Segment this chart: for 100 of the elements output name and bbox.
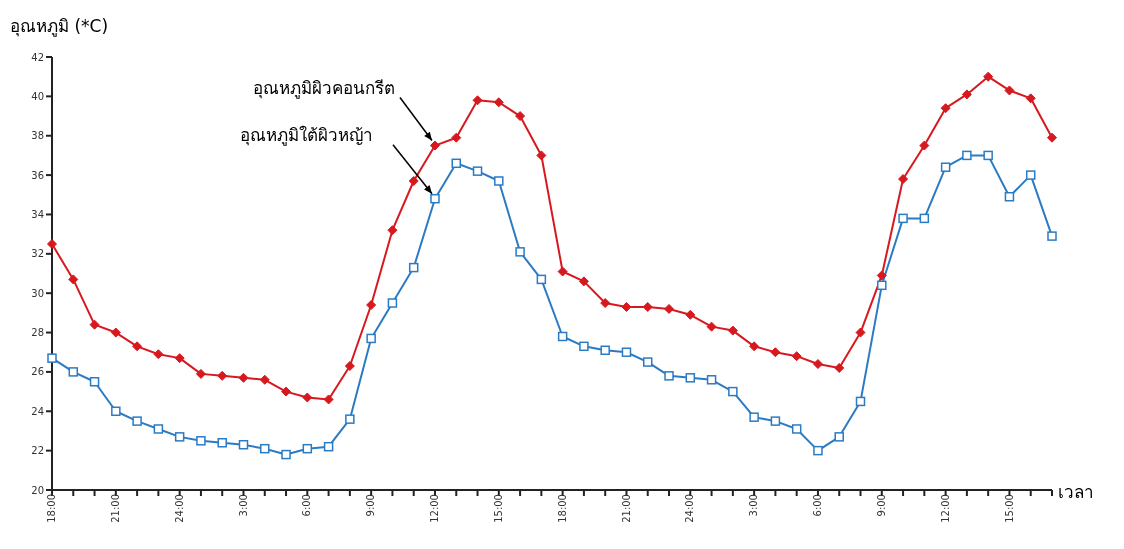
point [366, 333, 376, 344]
point [812, 359, 823, 370]
text: อุณหภูมิใต้ผิวหญ้า [239, 124, 373, 146]
x-tick-label: 9:00 [875, 494, 887, 517]
point [302, 443, 313, 454]
point [706, 375, 717, 385]
x-tick-label: 15:00 [1003, 494, 1015, 523]
point [855, 327, 866, 338]
point [961, 89, 972, 100]
text: อุณหภูมิผิวคอนกรีต [252, 77, 395, 99]
point [238, 372, 249, 383]
x-tick-label: 18:00 [46, 494, 58, 523]
point [919, 213, 930, 224]
point [47, 238, 57, 249]
point [494, 176, 504, 186]
x-tick-label: 12:00 [429, 494, 441, 523]
point [451, 158, 462, 169]
point [68, 274, 79, 285]
point [1025, 93, 1036, 104]
point [813, 445, 823, 456]
point [834, 432, 844, 442]
point [600, 345, 610, 356]
point [791, 351, 802, 362]
y-tick-label: 24 [31, 405, 44, 417]
point [728, 386, 738, 397]
y-axis-title: อุณหภูมิ (*C) [10, 15, 109, 39]
point [621, 347, 632, 357]
x-tick-label: 21:00 [109, 494, 121, 523]
point [408, 262, 419, 273]
point [132, 416, 142, 426]
point [366, 299, 377, 310]
y-tick-label: 32 [31, 248, 44, 260]
point [196, 436, 206, 446]
point [302, 392, 313, 403]
y-tick-label: 28 [31, 327, 44, 339]
point [770, 416, 781, 426]
y-tick-label: 38 [31, 130, 44, 142]
point [983, 71, 994, 82]
point [472, 95, 483, 106]
point [89, 319, 100, 330]
point [345, 414, 355, 424]
point [1047, 231, 1057, 241]
point [579, 341, 589, 352]
point [1047, 132, 1057, 143]
point [238, 439, 249, 450]
x-tick-label: 3:00 [748, 494, 760, 517]
point [281, 386, 292, 397]
point [557, 331, 568, 342]
point [515, 111, 526, 122]
point [217, 370, 228, 381]
point [174, 353, 185, 364]
point [685, 309, 696, 320]
x-tick-label: 21:00 [620, 494, 632, 523]
point [195, 368, 206, 379]
x-tick-label: 18:00 [556, 494, 568, 523]
point [940, 162, 951, 172]
y-tick-label: 34 [31, 209, 44, 220]
point [983, 150, 993, 161]
point [940, 103, 951, 114]
point [749, 412, 759, 422]
point [855, 396, 866, 407]
point [408, 176, 419, 186]
point [132, 341, 143, 352]
point [962, 150, 972, 161]
point [515, 247, 525, 257]
point [1004, 191, 1015, 202]
y-tick-label: 30 [31, 287, 44, 299]
point [472, 166, 483, 176]
point [47, 353, 57, 363]
point [770, 347, 781, 358]
point [536, 274, 547, 285]
x-tick-label: 9:00 [365, 494, 377, 517]
y-tick-label: 26 [31, 366, 44, 378]
point [898, 213, 908, 224]
point [451, 132, 462, 143]
point [344, 361, 355, 371]
point [387, 298, 398, 308]
y-tick-label: 36 [31, 169, 44, 181]
point [281, 449, 291, 460]
point [643, 357, 653, 367]
point [493, 97, 504, 108]
point [685, 373, 696, 383]
point [898, 174, 909, 185]
point [600, 298, 611, 309]
point [557, 266, 568, 277]
point [111, 406, 121, 417]
point [110, 327, 121, 338]
point [174, 432, 185, 442]
y-tick-label: 42 [31, 51, 44, 63]
x-axis-title: เวลา [1058, 481, 1094, 504]
point [68, 367, 79, 377]
point [153, 424, 164, 434]
x-tick-label: 15:00 [492, 494, 504, 523]
point [430, 193, 440, 204]
point [791, 424, 802, 434]
x-tick-label: 6:00 [301, 494, 313, 517]
point [578, 276, 589, 287]
point [217, 438, 227, 448]
point [387, 225, 398, 236]
point [664, 371, 674, 381]
